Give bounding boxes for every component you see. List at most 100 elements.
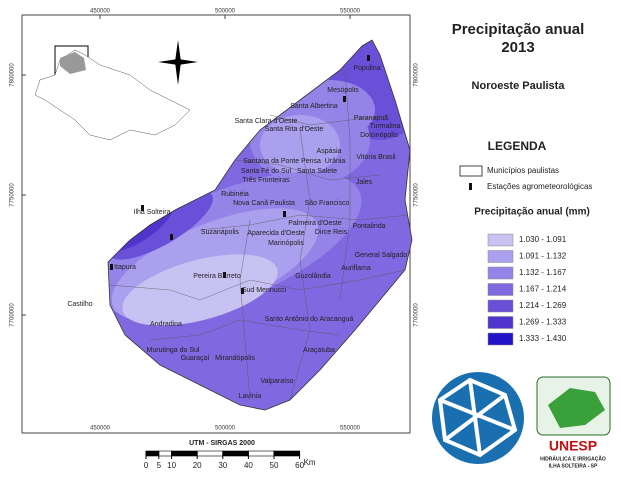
municipality-label: Lavínia (239, 393, 262, 400)
y-coord-left: 7800000 (10, 63, 16, 87)
legend-swatch (487, 332, 514, 346)
x-coord-bottom: 500000 (215, 426, 236, 432)
municipality-label: Paranapuã (354, 115, 388, 122)
x-coord-bottom: 450000 (90, 426, 111, 432)
legend-class-label: 1.269 - 1.333 (519, 318, 567, 327)
municipality-label: Dolcinópolis (360, 132, 398, 139)
municipality-label: Santa Clara d'Oeste (235, 118, 298, 125)
y-coord-right: 7800000 (414, 63, 420, 87)
y-coord-right: 7750000 (414, 183, 420, 207)
municipality-label: Urânia (325, 158, 346, 165)
scale-segment (273, 450, 300, 457)
legend-station-icon (469, 183, 472, 190)
municipality-label: Sud Mennucci (242, 287, 287, 294)
municipality-label: Andradina (150, 321, 182, 328)
municipality-label: Turmalina (370, 123, 401, 130)
legend-stations: Estações agrometeorológicas (487, 182, 592, 191)
municipality-label: Palmeira d'Oeste (288, 220, 342, 227)
region: Noroeste Paulista (472, 80, 566, 92)
legend-class-label: 1.214 - 1.269 (519, 301, 567, 310)
municipality-label: Pereira Barreto (193, 273, 241, 280)
municipality-label: Mesópolis (327, 87, 359, 94)
legend-mun-swatch (459, 165, 483, 177)
municipality-label: Santana da Ponte Pensa (243, 158, 321, 165)
legend-swatch (487, 250, 514, 263)
scale-unit: Km (304, 458, 316, 467)
legend-class-label: 1.132 - 1.167 (519, 268, 567, 277)
scale-label: 30 (218, 461, 227, 470)
municipality-label: Aparecida d'Oeste (247, 230, 304, 237)
municipality-label: Murutinga do Sul (147, 347, 200, 354)
y-coord-left: 7750000 (10, 183, 16, 207)
scale-label: 0 (144, 461, 149, 470)
title-year: 2013 (501, 39, 534, 56)
municipality-label: Vitória Brasil (356, 154, 396, 161)
scale-segment (158, 450, 172, 457)
legend-swatch (487, 266, 514, 280)
legend-title: LEGENDA (488, 139, 547, 153)
precip-title: Precipitação anual (mm) (474, 207, 590, 218)
x-coord-top: 500000 (215, 9, 236, 15)
scale-segment (171, 450, 198, 457)
x-coord-top: 550000 (340, 9, 361, 15)
municipality-label: General Salgado (355, 252, 408, 259)
municipality-label: Suzanápolis (201, 229, 240, 236)
municipality-label: Nova Canã Paulista (233, 200, 295, 207)
municipality-label: Valparaíso (261, 378, 294, 385)
legend-mun: Municípios paulistas (487, 166, 559, 175)
legend-class-label: 1.091 - 1.132 (519, 252, 567, 261)
municipality-label: São Francisco (305, 200, 350, 207)
municipality-label: Ilha Solteira (134, 209, 171, 216)
scale-title: UTM - SIRGAS 2000 (189, 440, 255, 447)
title: Precipitação anual (452, 21, 585, 38)
municipality-label: Pontalinda (352, 223, 385, 230)
municipality-label: Itapura (114, 264, 136, 271)
municipality-label: Santa Fé do Sul (241, 168, 292, 175)
y-coord-right: 7700000 (414, 303, 420, 327)
municipality-label: Jales (356, 179, 373, 186)
logo-line1: HIDRÁULICA E IRRIGAÇÃO (540, 455, 606, 462)
municipality-label: Araçatuba (303, 347, 335, 354)
municipality-label: Três Fronteiras (242, 177, 290, 184)
legend-swatch (487, 299, 514, 313)
municipality-label: Marinópolis (268, 240, 304, 247)
scale-label: 20 (193, 461, 202, 470)
municipality-label: Aspásia (317, 148, 342, 155)
municipality-label: Populina (353, 65, 380, 72)
municipality-label: Auriflama (341, 265, 371, 272)
legend-swatch (487, 233, 514, 247)
municipality-label: Santa Salete (297, 168, 337, 175)
scale-label: 10 (167, 461, 176, 470)
municipality-label: Santa Albertina (290, 103, 338, 110)
scale-segment (145, 450, 160, 457)
x-coord-top: 450000 (90, 9, 111, 15)
municipality-label: Guzolândia (295, 273, 331, 280)
scale-segment (248, 450, 275, 457)
legend-class-label: 1.030 - 1.091 (519, 235, 567, 244)
x-coord-bottom: 550000 (340, 426, 361, 432)
legend-class-label: 1.167 - 1.214 (519, 285, 567, 294)
y-coord-left: 7700000 (10, 303, 16, 327)
scale-segment (196, 450, 224, 457)
municipality-label: Castilho (67, 301, 92, 308)
municipality-label: Rubinéia (221, 191, 249, 198)
logo-line2: ILHA SOLTEIRA - SP (549, 463, 598, 469)
logo-name: UNESP (549, 438, 597, 454)
municipality-label: Mirandópolis (215, 355, 255, 362)
legend-class-label: 1.333 - 1.430 (519, 334, 567, 343)
legend-swatch (487, 316, 514, 329)
scale-label: 60 (295, 461, 304, 470)
legend-swatch (487, 283, 514, 296)
logo-network (432, 372, 524, 464)
municipality-label: Guaraçaí (181, 355, 210, 362)
scale-label: 40 (244, 461, 253, 470)
municipality-label: Santa Rita d'Oeste (265, 126, 324, 133)
municipality-label: Santo Antônio do Aracanguá (265, 316, 354, 323)
compass (158, 40, 198, 85)
municipality-label: Dirce Reis (315, 229, 348, 236)
scale-segment (222, 450, 249, 457)
inset-map (34, 45, 191, 141)
scale-label: 50 (270, 461, 279, 470)
